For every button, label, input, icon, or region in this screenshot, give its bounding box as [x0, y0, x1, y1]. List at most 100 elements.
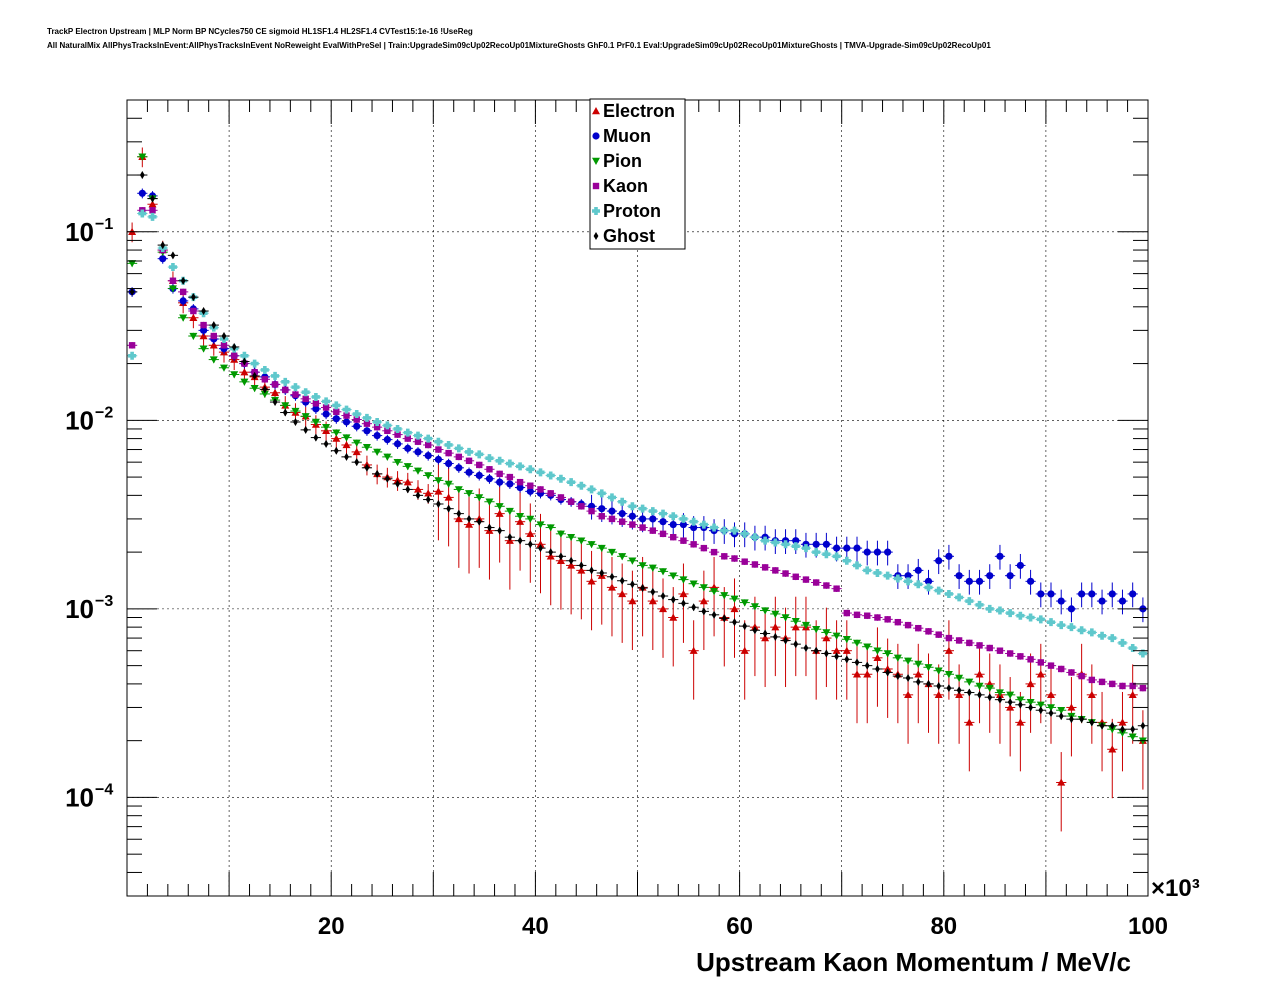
data-point: [638, 504, 647, 513]
data-point: [659, 509, 668, 518]
data-point: [1016, 696, 1025, 704]
y-tick-exponent: −4: [95, 781, 113, 798]
data-point: [1118, 729, 1127, 737]
data-point: [293, 417, 298, 426]
data-point: [945, 634, 953, 642]
data-point: [791, 542, 800, 551]
data-point: [526, 529, 535, 538]
data-point: [362, 444, 371, 452]
data-point: [556, 474, 565, 483]
data-point: [405, 485, 411, 494]
data-point: [884, 616, 891, 623]
data-point: [761, 536, 770, 545]
data-point: [231, 342, 237, 351]
data-point: [476, 517, 482, 526]
data-point: [904, 577, 913, 586]
data-point: [526, 487, 534, 495]
data-point: [955, 690, 964, 699]
data-point: [628, 512, 636, 520]
data-point: [138, 189, 146, 197]
data-point: [690, 523, 698, 532]
data-point: [1006, 703, 1015, 711]
data-point: [618, 553, 627, 561]
data-point: [1067, 605, 1076, 613]
data-point: [567, 498, 575, 505]
legend-label-kaon: Kaon: [603, 176, 648, 196]
data-point: [303, 425, 309, 434]
data-point: [659, 518, 667, 526]
data-point: [1047, 704, 1056, 712]
data-point: [527, 540, 533, 549]
data-point: [853, 611, 861, 619]
data-point: [1007, 698, 1013, 707]
data-point: [301, 413, 310, 421]
data-point: [843, 609, 851, 617]
data-point: [771, 538, 780, 547]
data-point: [179, 288, 187, 296]
data-point: [465, 468, 473, 476]
data-point: [670, 595, 676, 604]
data-point: [516, 462, 525, 471]
data-point: [527, 482, 534, 489]
data-point: [567, 478, 576, 487]
data-point: [342, 434, 351, 442]
data-point: [311, 392, 320, 401]
data-point: [516, 513, 525, 521]
data-point: [660, 592, 666, 601]
data-point: [220, 342, 228, 349]
data-point: [394, 431, 401, 438]
data-point: [168, 285, 177, 293]
data-point: [750, 533, 759, 542]
data-point: [659, 604, 668, 613]
data-point: [455, 453, 463, 461]
data-point: [924, 577, 933, 585]
data-point: [863, 566, 872, 575]
data-point: [822, 634, 831, 642]
data-point: [966, 639, 973, 647]
data-point: [271, 388, 280, 396]
data-point: [332, 434, 341, 442]
data-point: [322, 423, 331, 432]
data-point: [843, 544, 851, 552]
data-point: [159, 255, 167, 263]
data-point: [129, 287, 135, 296]
data-point: [538, 544, 543, 553]
data-point: [465, 490, 474, 498]
chart-header-line-1: TrackP Electron Upstream | MLP Norm BP N…: [47, 27, 473, 36]
data-point: [875, 664, 880, 673]
legend-marker-proton: [592, 207, 600, 215]
data-point: [271, 381, 279, 388]
data-point: [996, 647, 1004, 654]
data-point: [189, 313, 198, 321]
data-point: [567, 533, 576, 542]
data-point: [1047, 590, 1055, 598]
data-point: [557, 494, 565, 501]
data-point: [1026, 698, 1035, 707]
data-point: [1037, 659, 1044, 666]
data-point: [148, 200, 157, 208]
data-point: [812, 579, 820, 586]
data-point: [240, 351, 249, 360]
data-point: [1006, 609, 1015, 618]
data-point: [618, 518, 626, 525]
data-point: [915, 624, 922, 632]
data-point: [1057, 621, 1066, 630]
data-point: [536, 540, 545, 548]
data-point: [424, 434, 433, 443]
data-point: [446, 504, 452, 513]
data-point: [955, 637, 963, 644]
data-point: [1069, 715, 1074, 724]
data-point: [659, 568, 668, 576]
data-point: [750, 603, 759, 611]
legend-box: [589, 98, 686, 250]
legend-marker-electron: [592, 107, 600, 115]
data-point: [721, 614, 727, 623]
data-point: [332, 429, 341, 437]
x-axis-label: Upstream Kaon Momentum / MeV/c: [696, 947, 1131, 977]
data-point: [1047, 618, 1056, 627]
data-point: [444, 440, 453, 449]
data-point: [884, 548, 892, 556]
data-point: [669, 613, 678, 621]
data-point: [648, 507, 657, 516]
data-point: [629, 580, 635, 589]
